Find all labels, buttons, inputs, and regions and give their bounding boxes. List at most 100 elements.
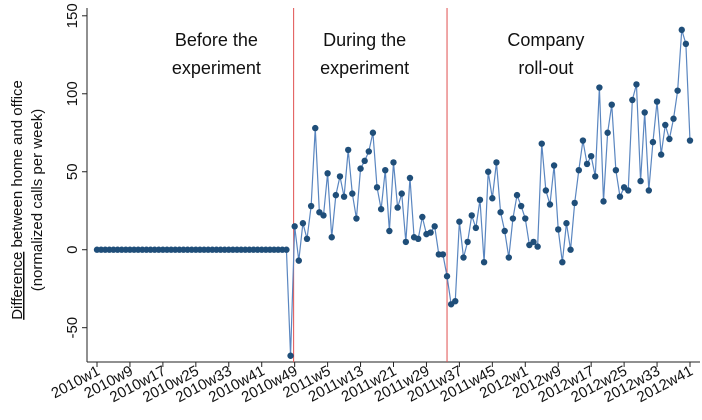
data-point <box>456 218 463 225</box>
data-point <box>439 251 447 258</box>
data-point <box>559 258 566 266</box>
data-point <box>649 138 657 146</box>
data-point <box>320 212 327 219</box>
data-point <box>633 81 640 88</box>
data-point <box>480 258 488 266</box>
data-point <box>567 246 574 253</box>
data-point <box>307 202 315 210</box>
data-point <box>386 227 393 235</box>
data-point <box>390 159 397 166</box>
y-axis-title: Difference between home and office <box>9 80 26 320</box>
data-point <box>587 152 595 160</box>
data-point <box>427 229 434 236</box>
annotation: roll-out <box>518 58 573 78</box>
data-point <box>612 166 620 174</box>
data-point <box>674 87 681 94</box>
data-point <box>682 40 690 48</box>
data-point <box>670 115 677 122</box>
data-point <box>493 159 500 166</box>
data-point <box>452 297 459 305</box>
data-point <box>353 215 360 222</box>
data-point <box>295 257 302 264</box>
data-point <box>608 101 615 108</box>
annotation: Before the <box>175 30 258 50</box>
annotation: Company <box>507 30 584 50</box>
y-tick-label: 0 <box>64 246 81 254</box>
data-point <box>336 173 344 180</box>
data-point <box>349 190 356 197</box>
data-point <box>637 177 644 185</box>
data-point <box>357 165 364 172</box>
data-point <box>629 96 636 104</box>
data-point <box>645 187 653 194</box>
annotation: During the <box>323 30 406 50</box>
data-point <box>415 235 422 243</box>
data-point <box>522 215 529 222</box>
data-point <box>328 234 335 241</box>
data-point <box>592 173 599 180</box>
data-point <box>324 170 331 177</box>
data-point <box>505 254 512 261</box>
data-point <box>501 227 508 235</box>
data-point <box>538 140 545 147</box>
y-tick-label: 150 <box>64 3 81 28</box>
data-point <box>641 109 648 116</box>
data-point <box>419 213 426 221</box>
data-point <box>530 238 537 246</box>
data-point <box>303 235 311 243</box>
data-point <box>344 146 352 154</box>
data-point <box>497 209 504 216</box>
data-point <box>468 212 475 219</box>
data-point <box>402 238 410 246</box>
series-line <box>97 29 691 356</box>
data-point <box>464 238 471 246</box>
data-point <box>509 215 517 222</box>
data-point <box>332 191 340 199</box>
data-point <box>575 166 583 174</box>
data-point <box>361 157 368 165</box>
data-point <box>373 184 381 191</box>
data-point <box>678 26 685 34</box>
y-axis-title-rest: between home and office <box>9 80 26 247</box>
data-point <box>604 129 611 136</box>
data-point <box>657 151 665 158</box>
y-axis-title-underlined: Difference <box>9 252 26 320</box>
data-point <box>472 224 480 232</box>
y-axis-subtitle: (normalized calls per week) <box>29 109 46 292</box>
data-point <box>546 201 554 208</box>
data-point <box>555 226 562 233</box>
data-point <box>662 121 669 129</box>
data-point <box>686 137 694 144</box>
data-point <box>542 187 550 194</box>
data-point <box>382 166 389 174</box>
data-point <box>534 243 541 250</box>
data-point <box>377 205 385 213</box>
annotation: experiment <box>320 58 409 78</box>
y-tick-label: -50 <box>64 317 81 339</box>
data-point <box>291 223 298 230</box>
data-point <box>653 98 661 105</box>
data-point <box>571 199 578 207</box>
data-point <box>398 190 405 197</box>
y-tick-label: 100 <box>64 81 81 106</box>
data-point <box>517 202 525 210</box>
data-point <box>369 129 377 136</box>
data-point <box>485 168 492 175</box>
data-point <box>431 223 438 230</box>
data-point <box>563 220 570 227</box>
data-point <box>283 246 290 253</box>
data-point <box>394 204 401 211</box>
data-point <box>460 254 467 261</box>
data-point <box>600 198 607 205</box>
data-point <box>443 273 451 280</box>
data-point <box>579 137 587 144</box>
data-point <box>550 162 558 169</box>
data-point <box>616 193 624 200</box>
annotation: experiment <box>172 58 261 78</box>
y-tick-label: 50 <box>64 163 81 180</box>
data-point <box>666 135 673 143</box>
data-point <box>299 220 307 227</box>
data-point <box>340 193 348 200</box>
data-point <box>513 191 521 199</box>
